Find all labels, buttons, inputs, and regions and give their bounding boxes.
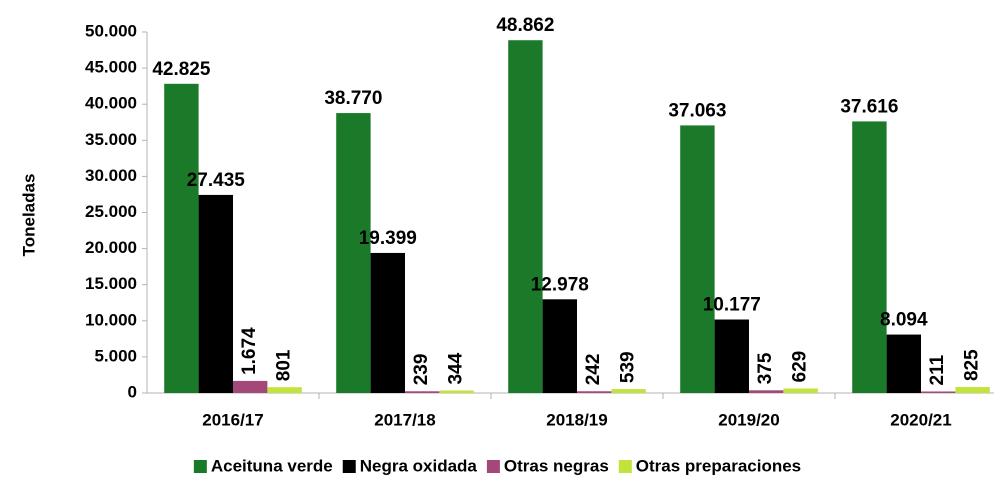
bar <box>370 252 405 393</box>
legend-swatch <box>618 460 632 473</box>
bar <box>405 391 440 393</box>
bar <box>921 391 956 393</box>
bar <box>714 319 749 393</box>
bar <box>577 391 612 393</box>
y-tick-label: 20.000 <box>85 238 137 257</box>
y-tick-label: 5.000 <box>94 346 137 365</box>
bar <box>852 121 887 394</box>
y-tick-label: 35.000 <box>85 130 137 149</box>
bar <box>267 387 302 393</box>
bar <box>680 125 715 393</box>
legend-swatch <box>486 460 500 473</box>
y-tick-label: 30.000 <box>85 166 137 185</box>
bar <box>886 334 921 393</box>
bar <box>749 390 784 393</box>
data-label: 629 <box>790 351 811 383</box>
data-label: 8.094 <box>880 310 928 331</box>
data-label: 344 <box>446 352 467 384</box>
data-label: 42.825 <box>152 59 211 80</box>
data-label: 48.862 <box>496 15 554 36</box>
data-label: 37.063 <box>668 100 726 121</box>
data-label: 801 <box>274 349 295 381</box>
data-label: 1.674 <box>239 327 260 375</box>
data-label: 19.399 <box>359 228 417 249</box>
data-label: 539 <box>618 351 639 383</box>
y-tick-label: 15.000 <box>85 274 137 293</box>
bar <box>233 380 268 393</box>
x-tick-label: 2019/20 <box>718 410 779 429</box>
bar <box>508 40 543 393</box>
legend-label: Otras preparaciones <box>636 456 801 475</box>
bar <box>198 194 233 393</box>
bar <box>955 387 990 393</box>
bar <box>611 389 646 393</box>
legend: Aceituna verde Negra oxidada Otras negras O… <box>193 456 801 475</box>
x-tick-label: 2016/17 <box>202 410 263 429</box>
y-tick-label: 0 <box>128 382 137 401</box>
legend-label: Negra oxidada <box>360 456 478 475</box>
data-label: 211 <box>927 354 948 385</box>
x-tick-label: 2017/18 <box>374 410 435 429</box>
y-axis-title: Toneladas <box>19 174 38 257</box>
data-label: 375 <box>755 352 776 384</box>
legend-swatch <box>193 460 207 473</box>
data-label: 10.177 <box>703 295 761 316</box>
y-tick-label: 25.000 <box>85 202 137 221</box>
y-tick-label: 45.000 <box>85 58 137 77</box>
bar <box>439 390 474 393</box>
y-tick-label: 50.000 <box>85 21 137 40</box>
x-tick-label: 2020/21 <box>890 410 951 429</box>
x-tick-label: 2018/19 <box>546 410 607 429</box>
legend-swatch <box>342 460 356 473</box>
data-label: 242 <box>583 354 604 386</box>
data-label: 239 <box>411 354 432 386</box>
data-label: 12.978 <box>531 274 589 295</box>
bar <box>336 113 371 393</box>
bar <box>542 299 577 393</box>
legend-label: Otras negras <box>504 456 609 475</box>
bar <box>783 388 818 393</box>
bar <box>164 83 199 393</box>
y-tick-label: 10.000 <box>85 310 137 329</box>
data-label: 27.435 <box>187 170 246 191</box>
y-tick-label: 40.000 <box>85 94 137 113</box>
legend-label: Aceituna verde <box>211 456 333 475</box>
data-label: 825 <box>962 349 983 381</box>
data-label: 37.616 <box>840 96 898 117</box>
data-label: 38.770 <box>324 88 382 109</box>
